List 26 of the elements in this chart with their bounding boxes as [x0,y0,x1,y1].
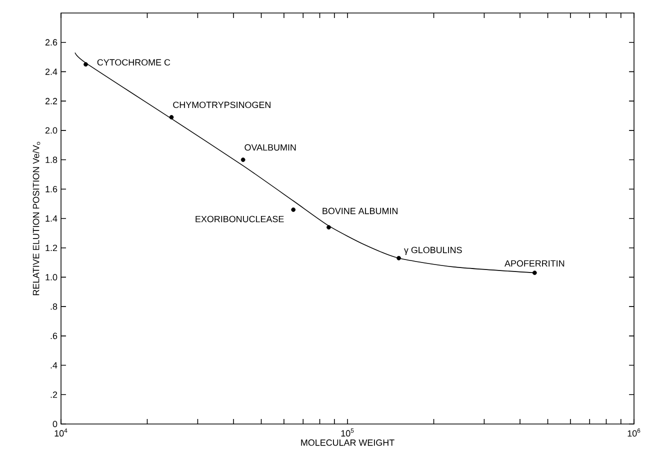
annotation: CYTOCHROME C [97,59,170,66]
y-tick-label: .4 [50,362,58,368]
x-tick-label: 10$^{6}$ [628,428,640,437]
y-tick-label: 1.2 [46,244,58,251]
x-tick-label: 10$^{5}$ [341,428,354,437]
y-tick-label: .2 [50,392,58,398]
y-axis-title: RELATIVE ELUTION POSITION Ve/V$_{o}$ [32,142,40,296]
y-tick-label: 2.2 [45,98,58,104]
annotation: γ GLOBULINS [404,246,462,255]
x-axis-title: MOLECULAR WEIGHT [301,439,394,446]
y-tick-label: 1.6 [46,186,58,192]
y-tick-label: 0 [52,420,58,428]
y-tick-label: 2.4 [45,68,58,75]
y-tick-label: 2.6 [45,39,58,46]
y-tick-label: 1.4 [46,215,58,222]
y-tick-label: 2.0 [45,127,58,134]
annotation: OVALBUMIN [244,144,296,151]
x-tick-label: 10$^{4}$ [54,428,68,437]
y-tick-label: .6 [50,332,58,340]
y-tick-label: 1.0 [46,274,58,280]
annotation: CHYMOTRYPSINOGEN [173,102,270,108]
y-tick-label: .8 [50,303,58,310]
annotation: APOFERRITIN [504,260,564,267]
annotation: EXORIBONUCLEASE [196,216,284,222]
annotation: BOVINE ALBUMIN [322,208,398,214]
y-tick-label: 1.8 [46,156,58,163]
